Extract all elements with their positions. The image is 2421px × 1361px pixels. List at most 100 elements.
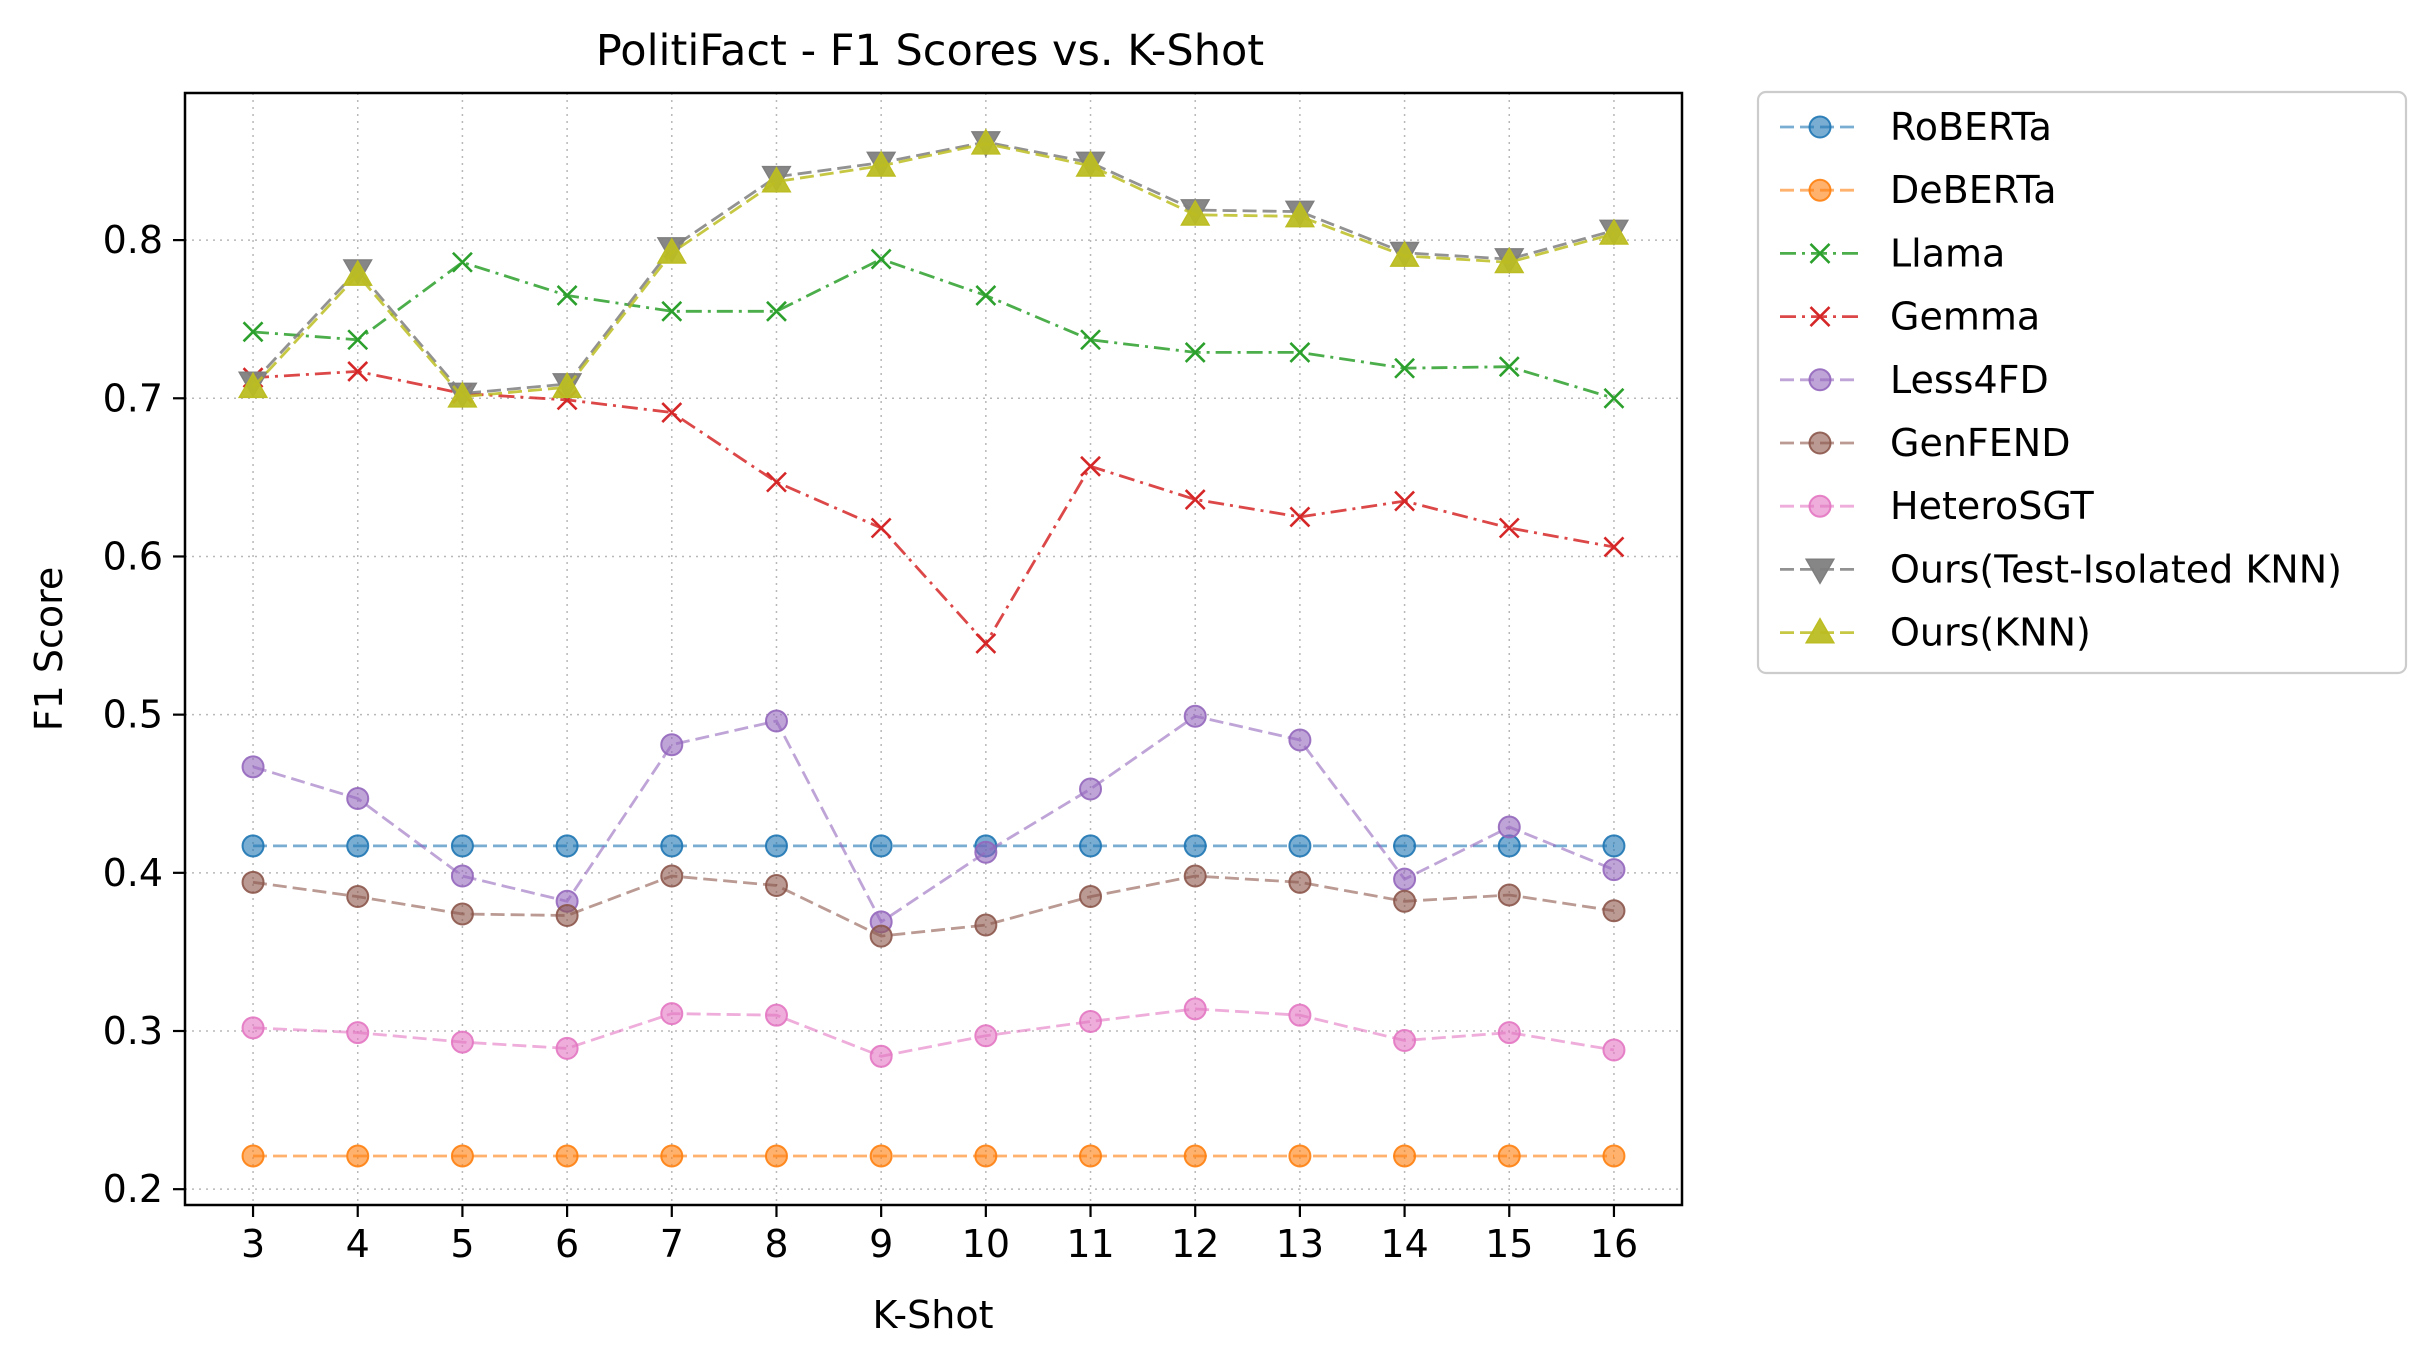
data-point — [1079, 885, 1103, 909]
legend-entry: HeteroSGT — [1780, 484, 2094, 528]
series-line — [252, 1007, 1615, 1058]
data-point — [1289, 506, 1311, 528]
legend-entry: Gemma — [1780, 295, 2040, 339]
chart-title: PolitiFact - F1 Scores vs. K-Shot — [596, 26, 1264, 76]
data-point — [1393, 867, 1417, 891]
legend-label: DeBERTa — [1890, 168, 2057, 212]
data-point — [764, 709, 788, 733]
data-point — [1080, 329, 1101, 351]
data-point — [660, 834, 684, 858]
x-axis-label: K-Shot — [873, 1293, 994, 1337]
data-point — [1602, 1038, 1626, 1062]
x-tick-label: 4 — [346, 1222, 370, 1266]
data-point — [866, 150, 897, 177]
x-tick-label: 3 — [241, 1222, 265, 1266]
series-llama — [242, 248, 1625, 409]
series-ours-knn- — [237, 128, 1630, 408]
data-point — [975, 285, 997, 306]
data-point — [1394, 357, 1415, 379]
data-point — [1497, 883, 1521, 907]
legend-marker — [1809, 242, 1831, 264]
data-point — [555, 1036, 579, 1060]
x-tick-label: 12 — [1171, 1222, 1219, 1266]
data-point — [869, 924, 893, 948]
data-point — [1393, 889, 1417, 913]
data-point — [1393, 1144, 1417, 1168]
data-point — [450, 834, 474, 858]
data-point — [342, 259, 373, 286]
legend-entry: GenFEND — [1780, 421, 2070, 465]
x-tick-label: 7 — [660, 1222, 684, 1266]
data-point — [451, 251, 473, 273]
x-tick-label: 14 — [1380, 1222, 1428, 1266]
data-point — [1288, 728, 1312, 752]
x-tick-label: 5 — [450, 1222, 474, 1266]
x-tick-label: 16 — [1590, 1222, 1638, 1266]
data-point — [764, 873, 788, 897]
data-point — [870, 517, 892, 539]
data-point — [347, 360, 369, 382]
data-point — [346, 834, 370, 858]
legend-entry: Less4FD — [1780, 358, 2049, 402]
data-point — [766, 471, 787, 493]
data-point — [764, 1003, 788, 1027]
y-tick-label: 0.2 — [103, 1167, 163, 1211]
data-point — [450, 902, 474, 926]
data-point — [660, 1002, 684, 1026]
data-point — [346, 786, 370, 810]
data-point — [1498, 517, 1520, 539]
legend-entry: RoBERTa — [1780, 105, 2052, 149]
legend-marker — [1808, 178, 1832, 202]
data-point — [241, 755, 265, 779]
data-point — [660, 864, 684, 888]
data-point — [764, 1144, 788, 1168]
data-point — [1288, 870, 1312, 894]
data-point — [1183, 864, 1207, 888]
data-point — [974, 913, 998, 937]
series-genfend — [241, 864, 1626, 948]
legend-entry: Llama — [1780, 231, 2005, 275]
data-point — [1603, 536, 1625, 558]
data-point — [1498, 356, 1520, 378]
data-point — [346, 1144, 370, 1168]
data-point — [1183, 997, 1207, 1021]
data-point — [1288, 1003, 1312, 1027]
legend-label: RoBERTa — [1890, 105, 2052, 149]
legend-marker — [1808, 431, 1832, 455]
data-point — [447, 381, 478, 408]
data-point — [450, 1144, 474, 1168]
data-point — [661, 402, 683, 423]
data-point — [1602, 858, 1626, 882]
series-line — [252, 257, 1615, 400]
x-axis: 3 4 5 6 7 8 9 10 11 12 13 14 15 16 — [241, 1205, 1638, 1266]
data-point — [660, 733, 684, 757]
data-point — [1183, 1144, 1207, 1168]
legend-marker — [1808, 494, 1832, 518]
data-point — [974, 840, 998, 864]
data-point — [1284, 201, 1315, 228]
legend-marker — [1808, 115, 1832, 139]
data-point — [1079, 1144, 1103, 1168]
data-point — [975, 633, 997, 654]
data-point — [237, 371, 269, 399]
data-point — [347, 329, 369, 351]
data-point — [242, 321, 264, 343]
data-point — [1079, 777, 1103, 801]
legend-label: GenFEND — [1890, 421, 2070, 465]
data-point — [1602, 1144, 1626, 1168]
data-point — [656, 237, 687, 264]
x-tick-label: 9 — [869, 1222, 893, 1266]
legend-label: Gemma — [1890, 295, 2040, 339]
data-point — [1497, 1021, 1521, 1045]
data-point — [1494, 246, 1525, 274]
data-point — [1079, 1010, 1103, 1034]
data-point — [661, 300, 683, 322]
legend-marker — [1804, 617, 1836, 644]
series-layer — [237, 128, 1630, 1168]
data-point — [1389, 240, 1420, 267]
data-point — [761, 166, 792, 193]
series-line — [251, 140, 1615, 395]
data-point — [764, 834, 788, 858]
data-point — [1288, 1144, 1312, 1168]
data-point — [555, 1144, 579, 1168]
